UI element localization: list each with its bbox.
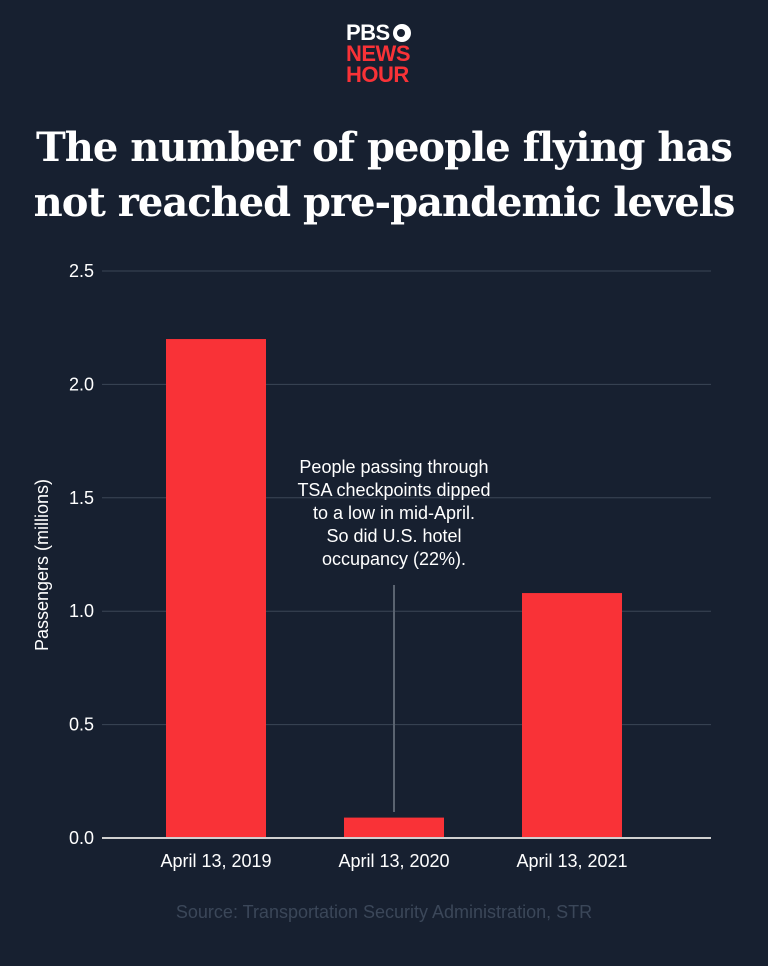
annotation-text: People passing through [299,457,488,477]
x-tick-label: April 13, 2020 [338,851,449,871]
y-tick-label: 2.0 [69,374,94,394]
logo-news: NEWS [346,41,411,66]
pbs-head-icon [392,23,411,42]
annotation-text: occupancy (22%). [322,549,466,569]
x-tick-label: April 13, 2021 [516,851,627,871]
y-tick-label: 0.5 [69,715,94,735]
title-line-2: not reached pre-pandemic levels [33,179,736,226]
y-tick-label: 0.0 [69,828,94,848]
annotation-text: to a low in mid-April. [313,503,475,523]
source-note: Source: Transportation Security Administ… [175,902,593,922]
y-tick-label: 1.5 [69,488,94,508]
x-tick-label: April 13, 2019 [160,851,271,871]
y-tick-label: 1.0 [69,601,94,621]
pbs-newshour-logo: PBS NEWS HOUR [346,20,426,87]
annotation-text: TSA checkpoints dipped [297,480,490,500]
title-line-1: The number of people flying has [36,124,733,171]
y-tick-label: 2.5 [69,261,94,281]
logo-pbs: PBS [346,20,390,45]
annotation-text: So did U.S. hotel [326,526,461,546]
bar [522,593,622,838]
bar [166,339,266,838]
y-axis-label: Passengers (millions) [32,479,52,651]
bar [344,817,444,838]
chart-title: The number of people flying has not reac… [0,120,768,230]
logo-hour: HOUR [346,62,409,87]
